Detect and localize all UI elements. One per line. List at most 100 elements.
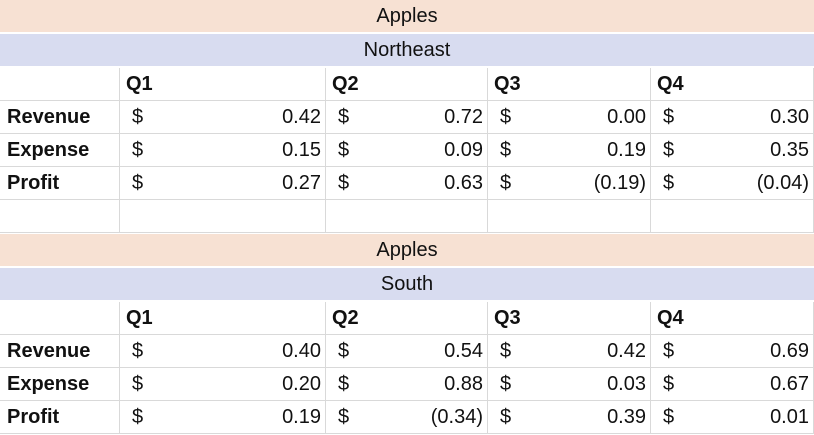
currency-symbol: $ <box>663 138 675 161</box>
money-cell[interactable]: $0.69 <box>651 335 814 368</box>
amount: 0.30 <box>770 105 809 128</box>
amount: 0.19 <box>282 405 321 428</box>
amount: 0.00 <box>607 105 646 128</box>
amount: 0.03 <box>607 372 646 395</box>
table-row: Profit $0.27 $0.63 $ (0.19) $ (0.04) <box>0 167 814 200</box>
quarter-header[interactable]: Q1 <box>120 68 326 101</box>
amount: 0.69 <box>770 339 809 362</box>
currency-symbol: $ <box>338 138 350 161</box>
region-header-text: Northeast <box>363 38 451 61</box>
money-cell[interactable]: $0.15 <box>120 134 326 167</box>
fruit-header[interactable]: Apples <box>0 0 814 33</box>
quarter-header[interactable]: Q1 <box>120 302 326 335</box>
currency-symbol: $ <box>338 372 350 395</box>
money-cell[interactable]: $0.35 <box>651 134 814 167</box>
row-label[interactable]: Expense <box>0 368 120 401</box>
currency-symbol: $ <box>132 171 144 194</box>
quarter-header[interactable]: Q2 <box>326 68 488 101</box>
money-cell[interactable]: $0.19 <box>120 401 326 434</box>
currency-symbol: $ <box>132 405 144 428</box>
quarter-header[interactable]: Q3 <box>488 68 651 101</box>
currency-symbol: $ <box>132 105 144 128</box>
currency-symbol: $ <box>500 105 512 128</box>
row-label[interactable]: Expense <box>0 134 120 167</box>
empty-cell[interactable] <box>488 200 651 233</box>
amount: 0.72 <box>444 105 483 128</box>
amount: 0.42 <box>607 339 646 362</box>
money-cell[interactable]: $0.72 <box>326 101 488 134</box>
row-label[interactable]: Revenue <box>0 101 120 134</box>
amount: (0.34) <box>430 405 483 428</box>
amount: 0.01 <box>770 405 809 428</box>
currency-symbol: $ <box>338 171 350 194</box>
blank-row <box>0 200 814 233</box>
currency-symbol: $ <box>132 339 144 362</box>
table-row: Revenue $0.42 $0.72 $0.00 $0.30 <box>0 101 814 134</box>
currency-symbol: $ <box>132 138 144 161</box>
empty-cell[interactable] <box>651 200 814 233</box>
money-cell[interactable]: $0.09 <box>326 134 488 167</box>
money-cell[interactable]: $0.67 <box>651 368 814 401</box>
amount: (0.19) <box>593 171 646 194</box>
row-label[interactable]: Profit <box>0 167 120 200</box>
money-cell[interactable]: $0.54 <box>326 335 488 368</box>
money-cell[interactable]: $0.00 <box>488 101 651 134</box>
amount: 0.15 <box>282 138 321 161</box>
currency-symbol: $ <box>663 405 675 428</box>
amount: 0.20 <box>282 372 321 395</box>
currency-symbol: $ <box>500 405 512 428</box>
fruit-header-text: Apples <box>376 4 438 27</box>
region-header[interactable]: South <box>0 268 814 301</box>
fruit-header-text: Apples <box>376 238 438 261</box>
table-row: Profit $0.19 $ (0.34) $0.39 $0.01 <box>0 401 814 434</box>
region-header-text: South <box>380 272 434 295</box>
fruit-header[interactable]: Apples <box>0 234 814 267</box>
currency-symbol: $ <box>338 339 350 362</box>
corner-cell[interactable] <box>0 68 120 101</box>
empty-cell[interactable] <box>120 200 326 233</box>
money-cell[interactable]: $0.42 <box>488 335 651 368</box>
money-cell[interactable]: $0.03 <box>488 368 651 401</box>
money-cell[interactable]: $ (0.04) <box>651 167 814 200</box>
amount: 0.63 <box>444 171 483 194</box>
amount: 0.67 <box>770 372 809 395</box>
amount: 0.27 <box>282 171 321 194</box>
corner-cell[interactable] <box>0 302 120 335</box>
currency-symbol: $ <box>663 105 675 128</box>
money-cell[interactable]: $0.30 <box>651 101 814 134</box>
money-cell[interactable]: $0.19 <box>488 134 651 167</box>
quarter-header[interactable]: Q2 <box>326 302 488 335</box>
amount: 0.19 <box>607 138 646 161</box>
table-row: Expense $0.20 $0.88 $0.03 $0.67 <box>0 368 814 401</box>
quarter-header-row: Q1 Q2 Q3 Q4 <box>0 302 814 335</box>
money-cell[interactable]: $0.01 <box>651 401 814 434</box>
amount: (0.04) <box>756 171 809 194</box>
currency-symbol: $ <box>663 372 675 395</box>
money-cell[interactable]: $0.40 <box>120 335 326 368</box>
row-label[interactable]: Profit <box>0 401 120 434</box>
amount: 0.40 <box>282 339 321 362</box>
empty-cell[interactable] <box>326 200 488 233</box>
money-cell[interactable]: $ (0.19) <box>488 167 651 200</box>
quarter-header-row: Q1 Q2 Q3 Q4 <box>0 68 814 101</box>
currency-symbol: $ <box>132 372 144 395</box>
empty-cell[interactable] <box>0 200 120 233</box>
table-row: Revenue $0.40 $0.54 $0.42 $0.69 <box>0 335 814 368</box>
money-cell[interactable]: $0.42 <box>120 101 326 134</box>
money-cell[interactable]: $0.20 <box>120 368 326 401</box>
row-label[interactable]: Revenue <box>0 335 120 368</box>
money-cell[interactable]: $ (0.34) <box>326 401 488 434</box>
region-header[interactable]: Northeast <box>0 34 814 67</box>
quarter-header[interactable]: Q3 <box>488 302 651 335</box>
money-cell[interactable]: $0.88 <box>326 368 488 401</box>
amount: 0.39 <box>607 405 646 428</box>
amount: 0.54 <box>444 339 483 362</box>
money-cell[interactable]: $0.63 <box>326 167 488 200</box>
amount: 0.35 <box>770 138 809 161</box>
quarter-header[interactable]: Q4 <box>651 68 814 101</box>
money-cell[interactable]: $0.39 <box>488 401 651 434</box>
currency-symbol: $ <box>500 339 512 362</box>
quarter-header[interactable]: Q4 <box>651 302 814 335</box>
money-cell[interactable]: $0.27 <box>120 167 326 200</box>
